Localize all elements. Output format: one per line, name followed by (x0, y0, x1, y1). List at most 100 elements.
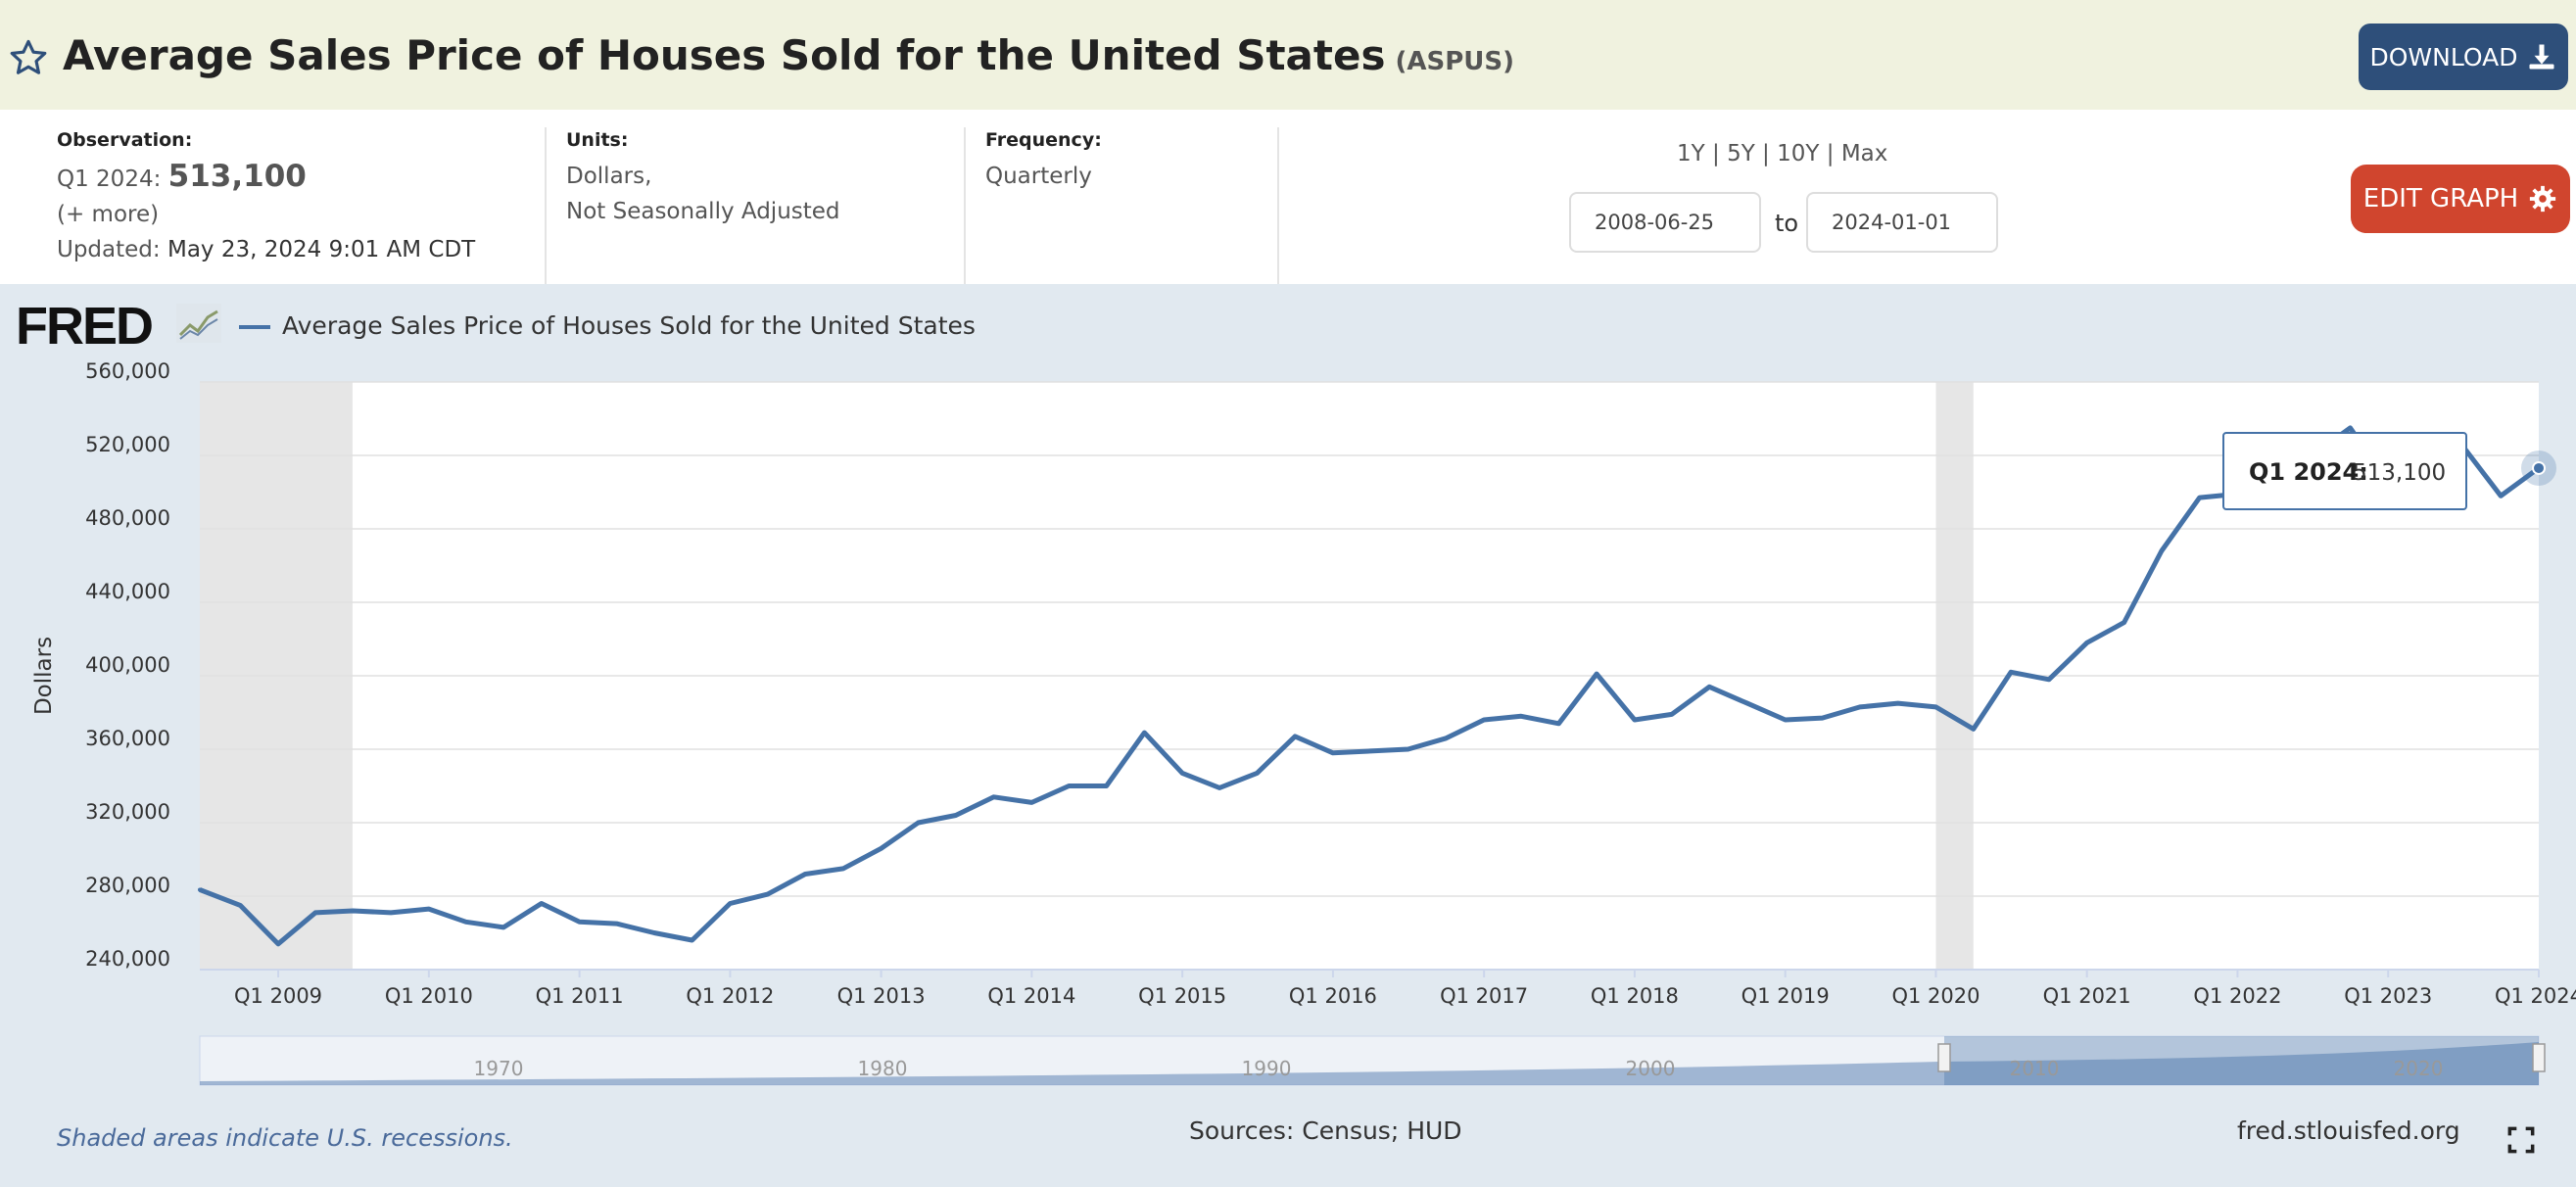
data-point (1707, 685, 1712, 689)
units-label: Units: (566, 129, 629, 151)
fullscreen-icon[interactable] (2507, 1126, 2535, 1154)
data-point (879, 846, 883, 851)
data-point (1669, 712, 1674, 717)
data-point (1632, 718, 1637, 722)
data-point (2159, 548, 2164, 553)
navigator-label: 1990 (1242, 1057, 1292, 1080)
navigator-label: 2010 (2010, 1057, 2060, 1080)
data-point (1067, 783, 1072, 788)
x-tick-label: Q1 2024 (2495, 984, 2576, 1008)
fred-logo: FRED (16, 296, 154, 356)
navigator-selection (1944, 1036, 2539, 1085)
observation-label: Observation: (57, 129, 193, 151)
range-max[interactable]: Max (1840, 141, 1888, 166)
y-tick-label: 240,000 (85, 947, 170, 971)
x-tick-label: Q1 2022 (2193, 984, 2281, 1008)
data-point (2122, 620, 2126, 625)
divider (545, 127, 547, 284)
range-10y[interactable]: 10Y (1777, 141, 1820, 166)
data-point (1857, 704, 1862, 709)
y-tick-label: 400,000 (85, 653, 170, 677)
y-axis-label: Dollars (31, 637, 57, 715)
data-point (1180, 771, 1185, 776)
data-point (312, 910, 317, 915)
data-point (1482, 718, 1487, 722)
navigator-handle[interactable] (1937, 1043, 1951, 1072)
data-point (1217, 785, 1222, 790)
data-point (501, 925, 506, 929)
site-url[interactable]: fred.stlouisfed.org (2237, 1116, 2460, 1145)
updated-value: May 23, 2024 9:01 AM CDT (167, 237, 476, 262)
edit-graph-label: EDIT GRAPH (2362, 184, 2519, 214)
recession-note: Shaded areas indicate U.S. recessions. (57, 1124, 513, 1152)
data-point (2046, 677, 2051, 682)
x-tick-label: Q1 2016 (1289, 984, 1377, 1008)
navigator-label: 2000 (1626, 1057, 1676, 1080)
data-point (1406, 747, 1410, 751)
range-5y[interactable]: 5Y (1727, 141, 1755, 166)
line-chart[interactable]: 560,000 520,000 480,000 440,000 400,000 360,0… (0, 284, 2576, 1087)
data-point (614, 922, 619, 926)
x-tick-label: Q1 2018 (1591, 984, 1679, 1008)
data-point (1142, 731, 1147, 736)
updated-label: Updated: (57, 237, 161, 262)
data-point (1104, 783, 1109, 788)
edit-graph-button[interactable]: EDIT GRAPH (2351, 165, 2570, 233)
tooltip-label: Q1 2024: (2249, 458, 2368, 486)
title-text: Average Sales Price of Houses Sold for t… (63, 31, 1386, 79)
graph-panel: FRED Average Sales Price of Houses Sold … (0, 284, 2576, 1187)
observation-block: Observation: Q1 2024: 513,100 (+ more) U… (57, 129, 475, 267)
x-tick-label: Q1 2009 (234, 984, 322, 1008)
data-point (916, 821, 921, 825)
y-tick-label: 440,000 (85, 580, 170, 603)
range-1y[interactable]: 1Y (1677, 141, 1705, 166)
x-tick-label: Q1 2013 (837, 984, 926, 1008)
download-label: DOWNLOAD (2369, 42, 2518, 71)
data-point (539, 901, 544, 906)
x-tick-label: Q1 2020 (1891, 984, 1980, 1008)
data-point (1783, 718, 1788, 722)
end-date-input[interactable] (1806, 192, 1998, 253)
series-line (199, 425, 2541, 947)
data-point (1820, 716, 1825, 721)
legend-swatch (239, 325, 270, 329)
data-point (1971, 727, 1976, 732)
x-tick-label: Q1 2010 (385, 984, 473, 1008)
units-block: Units: Dollars, Not Seasonally Adjusted (566, 129, 840, 229)
data-point (840, 866, 845, 871)
data-point (426, 907, 431, 912)
data-point (463, 920, 468, 925)
data-point (1029, 800, 1034, 805)
navigator-label: 2020 (2394, 1057, 2444, 1080)
page-title: Average Sales Price of Houses Sold for t… (63, 31, 1514, 79)
highlight-point (2532, 460, 2546, 475)
legend-label: Average Sales Price of Houses Sold for t… (282, 311, 976, 340)
units-line1: Dollars, (566, 164, 652, 189)
data-point (2009, 670, 2014, 675)
navigator-series (200, 1042, 2539, 1085)
data-point (389, 910, 394, 915)
data-point (276, 941, 281, 946)
data-point (1519, 714, 1524, 719)
data-point (200, 888, 205, 893)
navigator-handle[interactable] (2532, 1043, 2546, 1072)
tooltip-box (2222, 432, 2467, 510)
observation-period: Q1 2024: (57, 166, 162, 192)
data-point (351, 909, 356, 913)
metadata-panel: Observation: Q1 2024: 513,100 (+ more) U… (0, 110, 2576, 284)
star-outline-icon[interactable] (8, 37, 49, 78)
start-date-input[interactable] (1569, 192, 1761, 253)
more-link[interactable]: (+ more) (57, 202, 160, 227)
units-line2: Not Seasonally Adjusted (566, 199, 840, 224)
y-tick-label: 480,000 (85, 506, 170, 530)
data-point (2084, 641, 2089, 645)
data-point (1330, 750, 1335, 755)
chart-legend[interactable]: Average Sales Price of Houses Sold for t… (239, 311, 976, 340)
x-tick-label: Q1 2014 (987, 984, 1075, 1008)
observation-value: 513,100 (167, 159, 307, 194)
x-tick-label: Q1 2017 (1440, 984, 1528, 1008)
data-point (1444, 736, 1449, 740)
data-point (2348, 425, 2353, 430)
download-button[interactable]: DOWNLOAD (2359, 24, 2568, 90)
data-point (953, 813, 958, 818)
